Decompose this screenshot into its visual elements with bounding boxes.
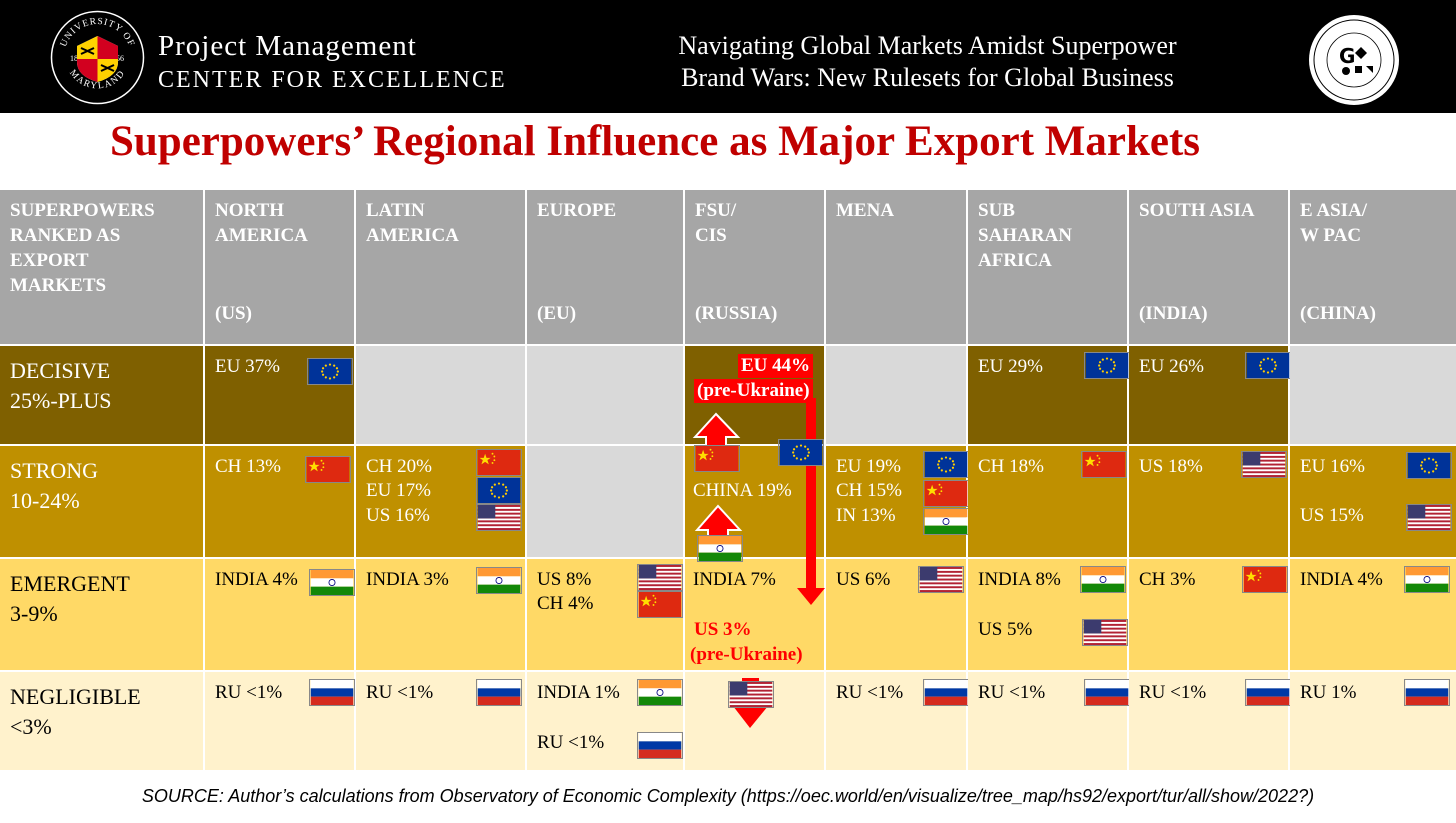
cell-sa-negligible: RU <1% xyxy=(1129,672,1291,770)
eu-flag-icon xyxy=(307,358,353,385)
russia-flag-icon xyxy=(637,732,683,759)
cell-la-strong: CH 20% EU 17% US 16% xyxy=(356,446,525,557)
cell-sa-emergent: CH 3% xyxy=(1129,559,1288,670)
cell-ssa-decisive: EU 29% xyxy=(968,346,1130,444)
us-flag-icon xyxy=(476,504,522,531)
india-flag-icon xyxy=(309,569,355,596)
corner-header: SUPERPOWERS RANKED AS EXPORT MARKETS xyxy=(0,190,203,344)
cell-ea-decisive xyxy=(1290,346,1456,444)
pm-center-title: Project Management xyxy=(158,30,417,62)
eu-flag-icon xyxy=(476,477,522,504)
pm-center-subtitle: CENTER FOR EXCELLENCE xyxy=(158,67,507,93)
china-flag-icon xyxy=(637,591,683,618)
russia-flag-icon xyxy=(309,679,355,706)
cell-la-emergent: INDIA 3% xyxy=(356,559,525,670)
svg-text:18: 18 xyxy=(70,54,78,63)
india-flag-icon xyxy=(1080,566,1126,593)
down-arrow-eu-decline xyxy=(797,398,825,605)
row-label-negligible: NEGLIGIBLE <3% xyxy=(0,672,203,770)
china-flag-icon xyxy=(476,449,522,476)
col-header-fsu-cis: FSU/ CIS (RUSSIA) xyxy=(685,190,824,344)
india-flag-icon xyxy=(476,567,522,594)
cell-mena-decisive xyxy=(826,346,966,444)
row-label-strong: STRONG 10-24% xyxy=(0,446,203,557)
cell-sa-strong: US 18% xyxy=(1129,446,1288,557)
university-seal-logo: UNIVERSITY OF MARYLAND 18 56 xyxy=(50,10,145,105)
cell-mena-strong: EU 19% CH 15% IN 13% xyxy=(826,446,969,557)
china-flag-icon xyxy=(1242,566,1288,593)
russia-flag-icon xyxy=(1404,679,1450,706)
col-header-europe: EUROPE (EU) xyxy=(527,190,683,344)
header-banner: UNIVERSITY OF MARYLAND 18 56 Project Man… xyxy=(0,0,1456,113)
fsu-eu-pre-ukraine-note: (pre-Ukraine) xyxy=(694,379,813,403)
china-flag-icon xyxy=(305,456,351,483)
fsu-eu-pre-ukraine-share: EU 44% xyxy=(738,354,814,378)
cell-mena-emergent: US 6% xyxy=(826,559,966,670)
us-flag-icon xyxy=(728,681,774,708)
cell-la-negligible: RU <1% xyxy=(356,672,525,770)
india-flag-icon xyxy=(637,679,683,706)
cell-na-emergent: INDIA 4% xyxy=(205,559,355,670)
cell-fsu-emergent: INDIA 7% xyxy=(685,559,824,670)
cell-eu-decisive xyxy=(527,346,683,444)
eu-flag-icon xyxy=(778,439,824,466)
svg-text:56: 56 xyxy=(116,54,124,63)
row-label-decisive: DECISIVE 25%-PLUS xyxy=(0,346,203,444)
cell-ea-negligible: RU 1% xyxy=(1290,672,1456,770)
cell-na-negligible: RU <1% xyxy=(205,672,355,770)
col-header-east-asia-pacific: E ASIA/ W PAC (CHINA) xyxy=(1290,190,1456,344)
us-flag-icon xyxy=(1082,619,1128,646)
col-header-mena: MENA xyxy=(826,190,966,344)
cell-mena-negligible: RU <1% xyxy=(826,672,969,770)
cell-na-strong: CH 13% xyxy=(205,446,354,557)
svg-text:G: G xyxy=(1339,44,1355,68)
fsu-us-pre-ukraine-note: (pre-Ukraine) xyxy=(690,644,803,665)
cell-eu-strong xyxy=(527,446,683,557)
gac-accreditation-logo: G xyxy=(1309,15,1399,105)
us-flag-icon xyxy=(1406,504,1452,531)
cell-sa-decisive: EU 26% xyxy=(1129,346,1291,444)
us-flag-icon xyxy=(918,566,964,593)
row-label-emergent: EMERGENT 3-9% xyxy=(0,559,203,670)
cell-ssa-strong: CH 18% xyxy=(968,446,1127,557)
eu-flag-icon xyxy=(1406,452,1452,479)
us-flag-icon xyxy=(1241,451,1287,478)
cell-eu-emergent: US 8% CH 4% xyxy=(527,559,683,670)
india-flag-icon xyxy=(697,535,743,562)
col-header-north-america: NORTH AMERICA (US) xyxy=(205,190,354,344)
source-note: SOURCE: Author’s calculations from Obser… xyxy=(141,786,1315,806)
cell-la-decisive xyxy=(356,346,525,444)
presentation-title: Navigating Global Markets Amidst Superpo… xyxy=(678,31,1177,92)
col-header-south-asia: SOUTH ASIA (INDIA) xyxy=(1129,190,1288,344)
russia-flag-icon xyxy=(476,679,522,706)
col-header-latin-america: LATIN AMERICA xyxy=(356,190,525,344)
india-flag-icon xyxy=(1404,566,1450,593)
cell-ea-strong: EU 16% US 15% xyxy=(1290,446,1456,557)
main-title: Superpowers’ Regional Influence as Major… xyxy=(109,118,1201,165)
us-flag-icon xyxy=(637,564,683,591)
china-flag-icon xyxy=(694,445,740,472)
china-flag-icon xyxy=(1081,451,1127,478)
cell-eu-negligible: INDIA 1% RU <1% xyxy=(527,672,683,770)
up-arrow-china-rise xyxy=(692,412,741,447)
fsu-us-pre-ukraine-share: US 3% xyxy=(694,619,752,640)
cell-ssa-negligible: RU <1% xyxy=(968,672,1130,770)
cell-na-decisive: EU 37% xyxy=(205,346,354,444)
cell-ea-emergent: INDIA 4% xyxy=(1290,559,1456,670)
cell-ssa-emergent: INDIA 8% US 5% xyxy=(968,559,1128,670)
col-header-sub-saharan-africa: SUB SAHARAN AFRICA xyxy=(968,190,1127,344)
